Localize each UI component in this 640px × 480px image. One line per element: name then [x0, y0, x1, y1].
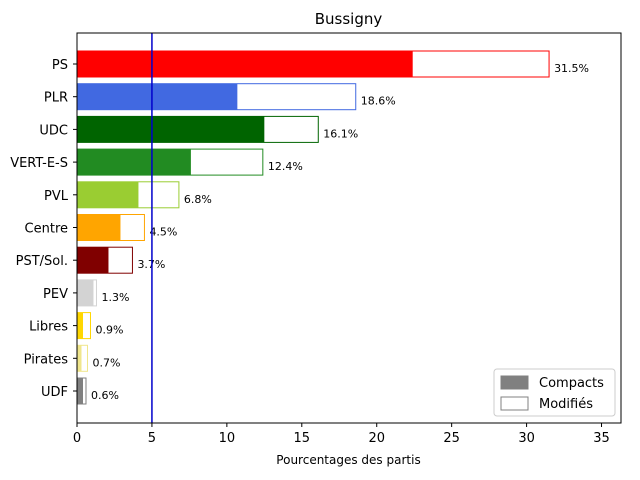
x-tick-label: 25	[443, 431, 460, 446]
y-tick-label: PS	[52, 58, 68, 73]
x-tick-label: 0	[73, 431, 81, 446]
data-label: 31.5%	[554, 62, 589, 75]
x-tick-label: 5	[148, 431, 156, 446]
data-label: 4.5%	[149, 226, 177, 239]
data-label: 0.6%	[91, 389, 119, 402]
chart-title: Bussigny	[315, 10, 383, 28]
x-axis-label: Pourcentages des partis	[276, 453, 420, 467]
data-label: 0.9%	[95, 324, 123, 337]
x-tick-label: 20	[368, 431, 385, 446]
data-label: 6.8%	[184, 193, 212, 206]
y-tick-label: PEV	[43, 287, 68, 302]
y-tick-label: Libres	[29, 320, 68, 335]
bar-compacts	[77, 345, 82, 372]
bar-compacts	[77, 279, 94, 306]
bar-compacts	[77, 378, 83, 404]
x-tick-label: 10	[219, 431, 236, 446]
y-tick-label: PST/Sol.	[16, 254, 68, 269]
y-tick-label: UDF	[41, 385, 68, 400]
x-tick-label: 15	[294, 431, 311, 446]
plot-area: 31.5% PS 18.6% PLR 16.1% UDC 12.4% VERT-E-S 6.8%…	[10, 32, 622, 446]
y-tick-label: Centre	[25, 222, 68, 237]
x-tick-label: 30	[518, 431, 535, 446]
legend-label: Compacts	[539, 376, 604, 391]
bar-compacts	[77, 83, 238, 110]
y-tick-label: VERT-E-S	[10, 156, 68, 171]
bar-compacts	[77, 247, 109, 274]
legend-swatch-compacts	[500, 375, 529, 390]
bar-compacts	[77, 51, 413, 77]
bar-compacts	[77, 214, 121, 241]
y-tick-label: Pirates	[24, 352, 69, 367]
y-tick-label: UDC	[39, 123, 68, 138]
plot-frame	[76, 32, 622, 424]
x-tick-label: 35	[593, 431, 610, 446]
data-label: 1.3%	[101, 291, 129, 304]
data-label: 16.1%	[323, 127, 358, 140]
legend-swatch-modifies	[500, 396, 529, 411]
legend-label: Modifiés	[539, 397, 593, 412]
y-tick-label: PLR	[44, 91, 68, 106]
y-tick-label: PVL	[44, 189, 69, 204]
bar-compacts	[77, 149, 191, 176]
data-label: 18.6%	[361, 95, 396, 108]
data-label: 0.7%	[92, 356, 120, 369]
bar-compacts	[77, 312, 83, 339]
bar-compacts	[77, 181, 139, 208]
bar-compacts	[77, 116, 265, 143]
data-label: 12.4%	[268, 160, 303, 173]
